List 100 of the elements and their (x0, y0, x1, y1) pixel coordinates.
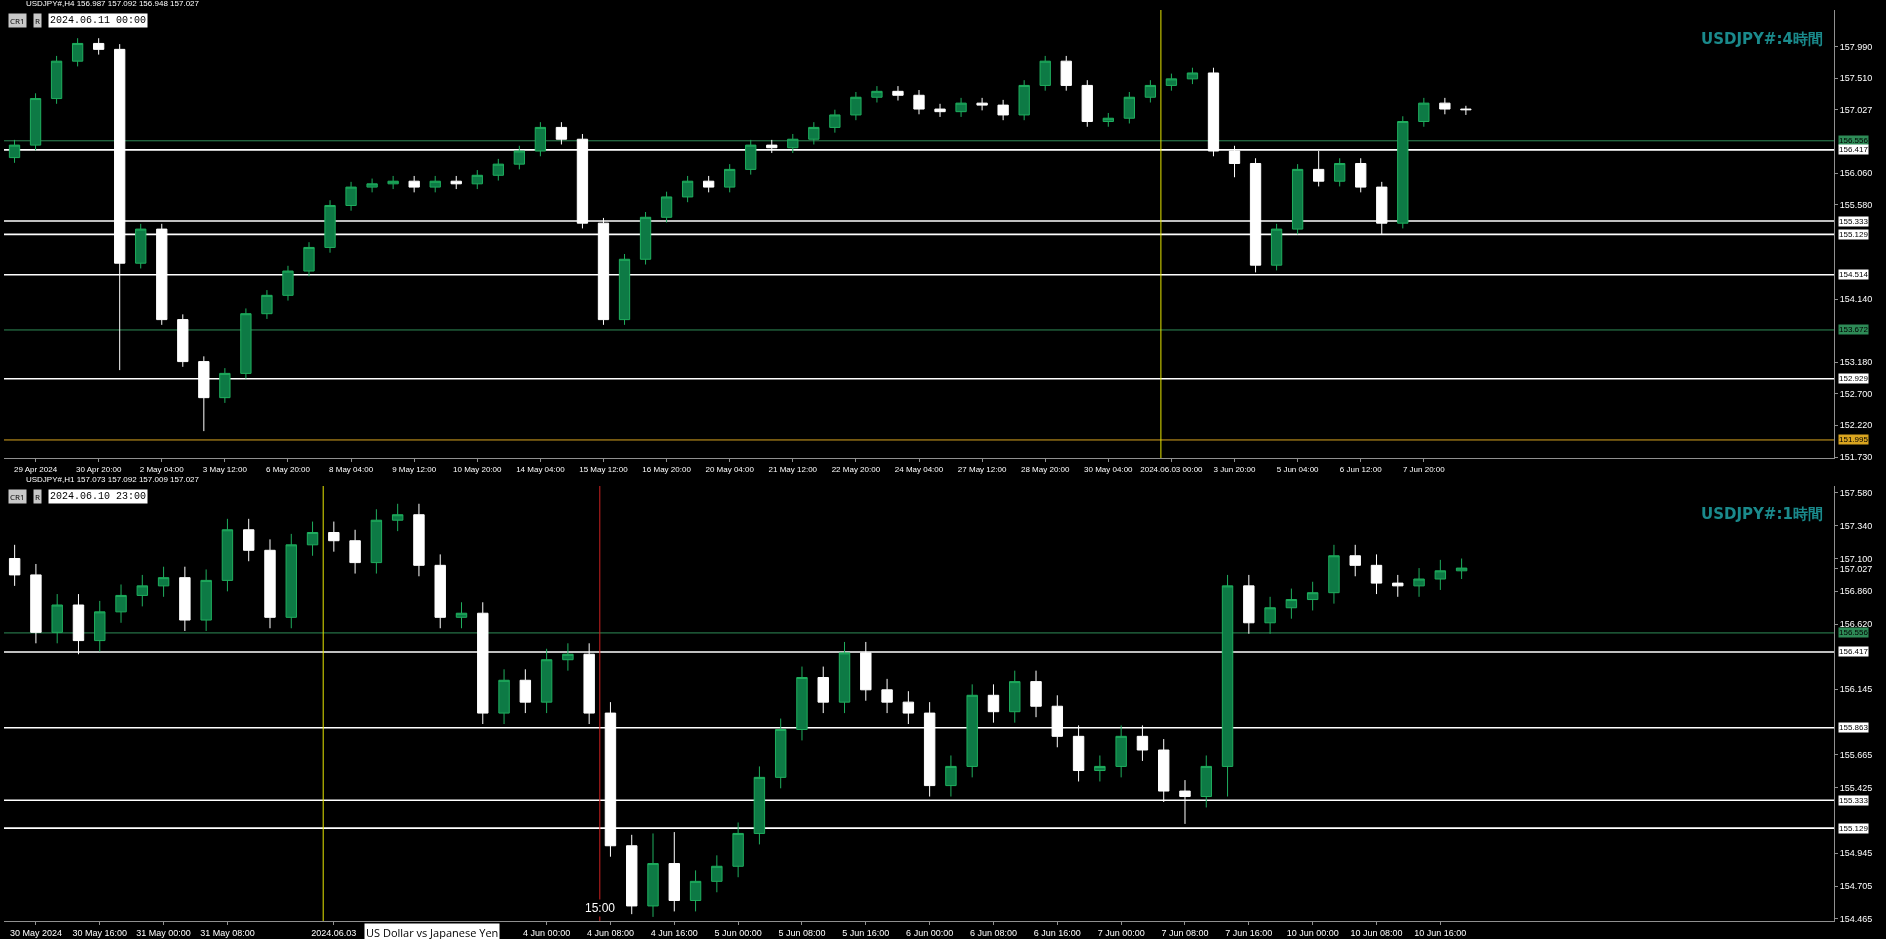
candlestick (945, 754, 957, 798)
candlestick (1285, 588, 1298, 620)
annotation: R (35, 15, 40, 26)
candlestick (1370, 553, 1383, 595)
x-tick-label: 9 May 12:00 (392, 464, 437, 474)
candlestick (519, 668, 532, 714)
x-tick-label: 31 May 00:00 (136, 927, 191, 938)
text: US Dollar vs Japanese Yen (366, 925, 499, 939)
ref-line-label: 154.514 (1839, 270, 1869, 279)
ref-line-label: 156.417 (1839, 145, 1869, 154)
candlestick (1030, 670, 1042, 718)
candlestick (892, 85, 904, 102)
x-tick-label: 30 Apr 20:00 (75, 464, 122, 474)
candlestick (179, 566, 191, 632)
y-tick-label: 154.705 (1839, 881, 1873, 892)
candlestick (1460, 105, 1472, 116)
ref-line-label: 152.929 (1839, 374, 1869, 383)
ref-line-label: 155.129 (1839, 824, 1869, 833)
x-tick-label: 10 Jun 08:00 (1350, 927, 1403, 938)
candlestick (366, 178, 378, 193)
candlestick (711, 854, 723, 893)
candlestick (1243, 574, 1255, 635)
x-tick-label: 6 Jun 16:00 (1033, 927, 1081, 938)
candlestick (987, 683, 1000, 724)
y-tick-label: 154.945 (1839, 848, 1873, 859)
ref-line-label: 155.333 (1839, 796, 1869, 805)
candlestick (8, 544, 21, 587)
ref-line-label: 156.417 (1839, 647, 1869, 656)
candlestick (434, 553, 446, 629)
candlestick (689, 869, 702, 912)
x-tick-label: 4 Jun 08:00 (586, 927, 634, 938)
candlestick (1434, 559, 1447, 591)
candlestick (1397, 115, 1409, 229)
candlestick (618, 253, 631, 326)
annotation: CR1 (10, 491, 25, 502)
candlestick (345, 181, 357, 212)
candlestick (219, 367, 231, 404)
candlestick (408, 175, 420, 193)
candlestick (370, 508, 383, 575)
candlestick (51, 593, 63, 644)
x-tick-label: 6 May 20:00 (265, 464, 311, 474)
y-tick-label: 156.145 (1839, 684, 1873, 695)
annotation: 2024.06.11 00:00 (50, 15, 147, 26)
y-tick-label: 153.180 (1839, 357, 1873, 368)
candlestick (221, 518, 234, 592)
x-tick-label: 24 May 04:00 (894, 464, 944, 474)
candlestick (732, 822, 744, 878)
candlestick (817, 666, 829, 714)
candlestick (626, 834, 638, 915)
x-tick-label: 21 May 12:00 (768, 464, 818, 474)
candlestick (1413, 567, 1425, 598)
candlestick (264, 538, 276, 629)
candlestick (681, 175, 694, 203)
candlestick (724, 163, 736, 193)
candlestick (471, 169, 483, 190)
y-tick-label: 157.027 (1839, 105, 1873, 116)
candlestick (71, 37, 84, 67)
x-tick-label: 28 May 20:00 (1020, 464, 1070, 474)
x-tick-label: 5 Jun 16:00 (842, 927, 890, 938)
y-tick-label: 157.100 (1839, 553, 1873, 564)
y-tick-label: 155.580 (1839, 199, 1873, 210)
y-tick-label: 157.510 (1839, 73, 1873, 84)
y-tick-label: 157.990 (1839, 41, 1873, 52)
x-tick-label: 4 Jun 00:00 (523, 927, 571, 938)
candlestick (115, 583, 127, 624)
x-tick-label: 5 Jun 00:00 (714, 927, 762, 938)
candlestick (1455, 558, 1468, 580)
candlestick (1221, 574, 1234, 798)
candlestick (328, 521, 340, 553)
x-tick-label: 30 May 16:00 (72, 927, 128, 938)
candlestick (135, 223, 147, 269)
candlestick (450, 175, 462, 190)
chart-title: USDJPY#,H1 157.073 157.092 157.009 157.027 (25, 474, 200, 484)
ref-line-label: 151.995 (1839, 435, 1869, 444)
x-tick-label: 7 Jun 00:00 (1097, 927, 1145, 938)
annotation: R (35, 491, 40, 502)
candlestick (1264, 596, 1276, 635)
candlestick (1349, 544, 1361, 577)
candlestick (647, 832, 659, 918)
candlestick (639, 211, 652, 265)
ref-line-label: 155.129 (1839, 230, 1869, 239)
x-tick-label: 10 May 20:00 (453, 464, 503, 474)
x-tick-label: 16 May 20:00 (642, 464, 692, 474)
candlestick (387, 175, 399, 190)
y-tick-label: 157.027 (1839, 563, 1873, 574)
x-tick-label: 3 May 12:00 (202, 464, 248, 474)
y-tick-label: 151.730 (1839, 452, 1873, 463)
x-tick-label: 7 Jun 20:00 (1402, 464, 1446, 474)
annotation: CR1 (10, 15, 25, 26)
candlestick (455, 601, 468, 629)
x-tick-label: 3 Jun 20:00 (1213, 464, 1256, 474)
candlestick (808, 121, 820, 145)
y-tick-label: 155.425 (1839, 782, 1873, 793)
candlestick (8, 139, 21, 164)
candlestick (30, 563, 42, 644)
candlestick (285, 533, 297, 629)
y-tick-label: 152.700 (1839, 388, 1873, 399)
y-tick-label: 154.465 (1839, 914, 1873, 925)
y-tick-label: 154.140 (1839, 294, 1873, 305)
x-tick-label: 7 Jun 16:00 (1225, 927, 1273, 938)
